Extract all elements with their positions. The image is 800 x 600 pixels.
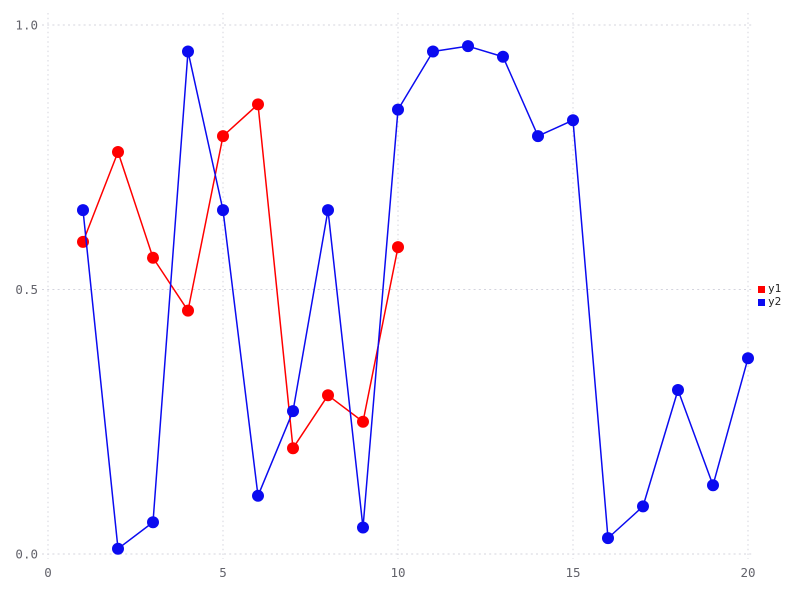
- marker-y1-x3: [147, 251, 159, 264]
- marker-y2-x11: [427, 45, 439, 58]
- marker-y2-x17: [637, 500, 649, 513]
- legend-item-y2: y2: [758, 296, 781, 308]
- y-tick-label-0.0: 0.0: [15, 547, 38, 562]
- legend-swatch-y2: [758, 298, 765, 306]
- legend-label-y2: y2: [768, 295, 782, 308]
- marker-y1-x10: [392, 241, 404, 254]
- marker-y2-x3: [147, 516, 159, 529]
- marker-y1-x9: [357, 415, 369, 428]
- marker-y2-x16: [602, 532, 614, 545]
- marker-y2-x15: [567, 114, 579, 127]
- x-tick-label-20: 20: [740, 565, 755, 580]
- marker-y2-x13: [497, 50, 509, 63]
- marker-y1-x2: [112, 145, 124, 158]
- marker-y1-x6: [252, 98, 264, 111]
- marker-y2-x7: [287, 405, 299, 418]
- marker-y1-x8: [322, 389, 334, 402]
- marker-y2-x4: [182, 45, 194, 58]
- marker-y1-x4: [182, 304, 194, 317]
- marker-y2-x5: [217, 204, 229, 217]
- marker-y2-x14: [532, 130, 544, 143]
- marker-y2-x8: [322, 204, 334, 217]
- x-tick-label-15: 15: [565, 565, 580, 580]
- x-tick-label-5: 5: [219, 565, 227, 580]
- x-tick-label-0: 0: [44, 565, 52, 580]
- marker-y2-x20: [742, 352, 754, 365]
- marker-y2-x6: [252, 489, 264, 502]
- marker-y2-x12: [462, 40, 474, 53]
- marker-y2-x1: [77, 204, 89, 217]
- marker-y2-x19: [707, 479, 719, 492]
- y-tick-label-1.0: 1.0: [15, 18, 38, 33]
- legend-swatch-y1: [758, 285, 765, 293]
- marker-y2-x9: [357, 521, 369, 534]
- series-line-y1: [82, 103, 399, 449]
- legend-label-y1: y1: [768, 282, 782, 295]
- marker-y1-x5: [217, 130, 229, 143]
- x-tick-label-10: 10: [390, 565, 405, 580]
- chart-legend: y1 y2: [758, 283, 781, 308]
- marker-y1-x7: [287, 442, 299, 455]
- legend-item-y1: y1: [758, 283, 781, 295]
- marker-y2-x2: [112, 542, 124, 555]
- marker-y2-x18: [672, 384, 684, 397]
- y-tick-label-0.5: 0.5: [15, 282, 38, 297]
- series-line-y2: [82, 45, 749, 550]
- marker-y2-x10: [392, 103, 404, 116]
